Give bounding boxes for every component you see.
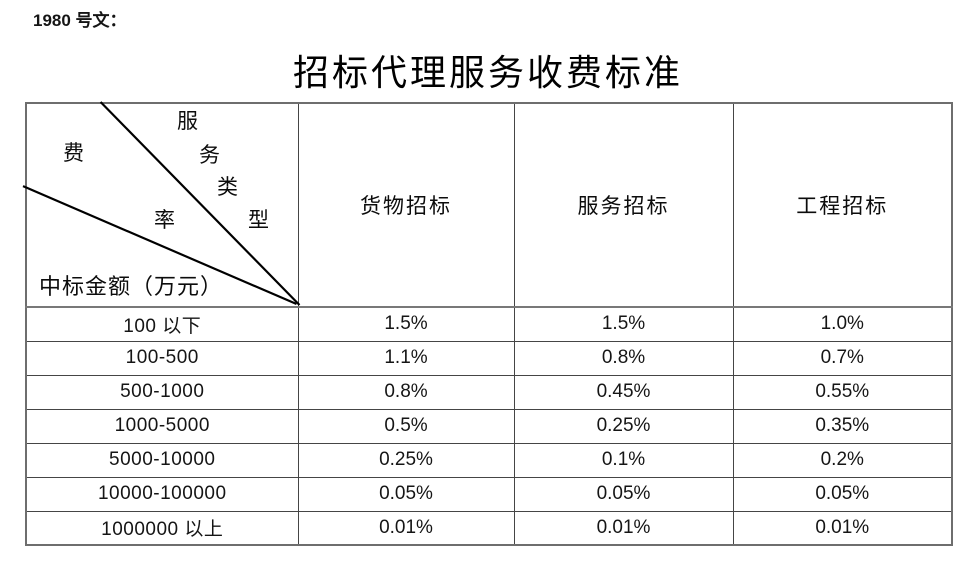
corner-label-char: 率 [154,208,175,232]
rate-cell: 0.45% [513,374,734,410]
rate-cell: 0.05% [297,476,515,512]
table-row: 100-500 1.1% 0.8% 0.7% [25,340,953,376]
rate-cell: 1.0% [732,306,953,342]
table-row: 1000-5000 0.5% 0.25% 0.35% [25,408,953,444]
table-row: 1000000 以上 0.01% 0.01% 0.01% [25,510,953,546]
corner-amount-label: 中标金额（万元） [39,274,224,299]
doc-number-label: 1980 号文： [33,11,127,30]
rate-cell: 0.8% [297,374,515,410]
rate-cell: 1.1% [297,340,515,376]
rate-cell: 0.05% [513,476,734,512]
column-header-works: 工程招标 [732,102,953,308]
rate-cell: 0.35% [732,408,953,444]
corner-header-cell: 服 务 类 型 费 率 中标金额（万元） [22,101,301,308]
fee-table: 服 务 类 型 费 率 中标金额（万元） 货物招标 服务招标 工程招标 100 … [22,101,953,546]
rate-cell: 0.01% [513,510,734,546]
amount-range-cell: 100 以下 [25,306,299,342]
amount-range-cell: 5000-10000 [25,442,299,478]
rate-cell: 0.1% [513,442,734,478]
corner-label-char: 类 [217,175,238,199]
rate-cell: 0.5% [297,408,515,444]
rate-cell: 1.5% [297,306,515,342]
rate-cell: 0.01% [297,510,515,546]
amount-range-cell: 10000-100000 [25,476,299,512]
corner-label-char: 型 [248,208,269,232]
diagonal-divider-lines [22,101,301,306]
table-row: 5000-10000 0.25% 0.1% 0.2% [25,442,953,478]
corner-label-char: 费 [63,141,84,165]
column-header-goods: 货物招标 [297,102,515,308]
amount-range-cell: 100-500 [25,340,299,376]
amount-range-cell: 500-1000 [25,374,299,410]
rate-cell: 1.5% [513,306,734,342]
rate-cell: 0.7% [732,340,953,376]
amount-range-cell: 1000000 以上 [25,510,299,546]
table-row: 100 以下 1.5% 1.5% 1.0% [25,306,953,342]
amount-range-cell: 1000-5000 [25,408,299,444]
table-row: 500-1000 0.8% 0.45% 0.55% [25,374,953,410]
corner-label-char: 务 [199,143,220,167]
rate-cell: 0.25% [513,408,734,444]
rate-cell: 0.05% [732,476,953,512]
corner-label-char: 服 [177,109,198,133]
rate-cell: 0.2% [732,442,953,478]
column-header-services: 服务招标 [513,102,734,308]
header-row: 服 务 类 型 费 率 中标金额（万元） 货物招标 服务招标 工程招标 [22,101,953,308]
rate-cell: 0.25% [297,442,515,478]
page-title: 招标代理服务收费标准 [292,53,683,93]
rate-cell: 0.55% [732,374,953,410]
table-row: 10000-100000 0.05% 0.05% 0.05% [25,476,953,512]
rate-cell: 0.01% [732,510,953,546]
rate-cell: 0.8% [513,340,734,376]
